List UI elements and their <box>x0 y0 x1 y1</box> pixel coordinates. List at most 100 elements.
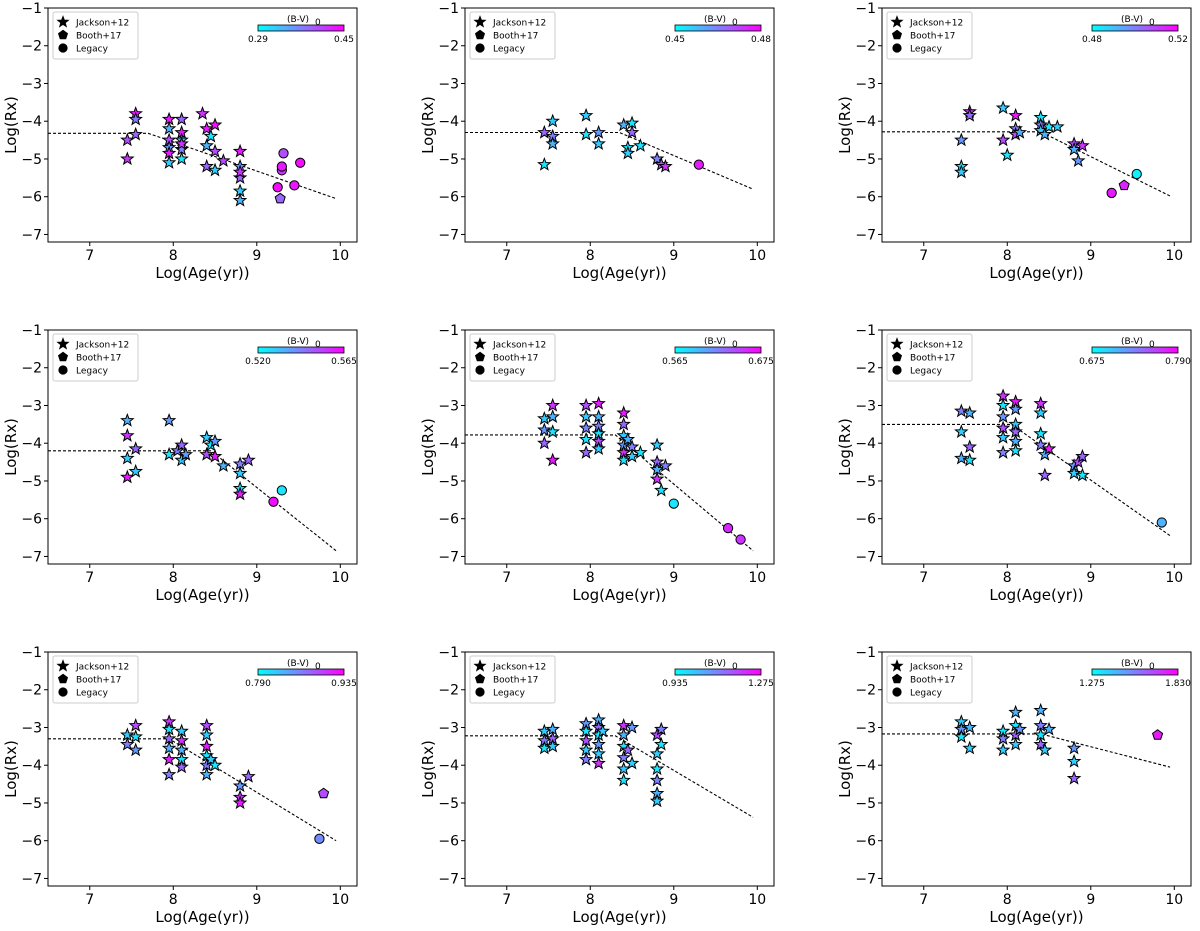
colorbar-max-label: 0.45 <box>334 35 354 45</box>
y-tick-label: −3 <box>21 720 42 736</box>
legend-marker-star <box>56 659 70 672</box>
x-tick-label: 9 <box>252 248 261 264</box>
y-tick-label: −2 <box>438 683 459 699</box>
y-tick-label: −5 <box>21 152 42 168</box>
fit-line <box>48 738 337 842</box>
data-point-star <box>1033 736 1048 751</box>
data-point-star <box>545 113 560 128</box>
legend-label: Legacy <box>76 689 109 699</box>
x-axis-label: Log(Age(yr)) <box>155 264 249 282</box>
legend-label: Booth+17 <box>493 676 538 686</box>
data-point-star <box>649 746 665 761</box>
data-point-circle <box>1156 517 1167 528</box>
data-point-star <box>1008 401 1023 416</box>
x-tick-label: 7 <box>85 892 94 908</box>
data-point-star <box>1033 426 1048 440</box>
data-point-star <box>232 164 248 179</box>
data-point-star <box>995 731 1011 745</box>
legend-marker-star <box>890 659 904 672</box>
legend-label: Booth+17 <box>493 354 538 364</box>
data-point-circle <box>722 522 734 534</box>
colorbar: (B-V) 0 0.29 0.45 <box>248 15 354 45</box>
fit-line <box>465 735 754 818</box>
colorbar-min-label: 0.565 <box>662 357 688 367</box>
x-tick-label: 9 <box>669 248 678 264</box>
data-point-star <box>616 761 631 776</box>
legend-label: Legacy <box>910 367 943 377</box>
data-point-circle <box>1106 187 1117 199</box>
data-point-star <box>1075 467 1090 482</box>
colorbar-min-label: 0.935 <box>662 679 688 689</box>
data-point-star <box>128 441 143 456</box>
fit-line <box>882 131 1171 197</box>
data-point-star <box>954 132 969 147</box>
x-tick-label: 10 <box>1165 892 1183 908</box>
colorbar-max-label: 0.675 <box>748 357 774 367</box>
data-point-star <box>232 778 248 793</box>
legend: Jackson+12 Booth+17 Legacy <box>469 655 556 704</box>
legend-marker-star <box>890 15 904 28</box>
data-point-star <box>962 719 977 734</box>
y-tick-label: −7 <box>21 549 42 565</box>
fit-line <box>465 131 754 190</box>
data-point-star <box>578 397 594 412</box>
x-axis-label: Log(Age(yr)) <box>989 586 1083 604</box>
x-tick-label: 7 <box>85 248 94 264</box>
data-points <box>537 107 704 173</box>
y-tick-label: −5 <box>438 796 459 812</box>
data-point-star <box>1008 107 1023 122</box>
data-point-star <box>232 486 248 501</box>
y-axis-label: Log(Rx) <box>419 96 437 154</box>
data-point-star <box>1066 740 1082 755</box>
data-point-star <box>232 170 248 185</box>
colorbar-title: (B-V) <box>704 15 726 25</box>
legend-label: Jackson+12 <box>75 663 129 673</box>
y-tick-label: −5 <box>855 152 876 168</box>
x-tick-label: 7 <box>919 892 928 908</box>
legend-label: Legacy <box>76 367 109 377</box>
data-point-star <box>545 397 560 412</box>
data-point-star <box>1008 443 1023 457</box>
data-point-star <box>624 755 640 770</box>
data-point-star <box>199 767 214 781</box>
data-point-star <box>537 411 552 425</box>
panel-2: 7 8 9 10 −7 −6 −5 −4 −3 −2 −1 Log(Age(yr)) Log(Rx) Ja… <box>419 1 775 282</box>
y-axis-label: Log(Rx) <box>836 418 854 476</box>
legend-label: Jackson+12 <box>75 341 129 351</box>
legend: Jackson+12 Booth+17 Legacy <box>52 655 139 704</box>
axes-frame <box>881 7 1192 243</box>
y-tick-label: −4 <box>438 114 459 130</box>
x-tick-label: 9 <box>1086 892 1095 908</box>
legend-marker-star <box>56 337 70 350</box>
y-tick-label: −2 <box>855 39 876 55</box>
data-point-star <box>207 757 223 772</box>
y-tick-label: −1 <box>855 323 876 339</box>
colorbar: (B-V) 0 0.790 0.935 <box>245 659 357 689</box>
x-tick-label: 10 <box>748 570 766 586</box>
x-tick-label: 8 <box>586 570 595 586</box>
data-points <box>537 395 746 545</box>
y-tick-label: −2 <box>21 683 42 699</box>
legend-marker-star <box>473 15 487 28</box>
colorbar-title-subscript: 0 <box>1149 662 1155 672</box>
y-axis-label: Log(Rx) <box>836 96 854 154</box>
legend-frame <box>52 333 139 382</box>
data-point-star <box>591 136 606 151</box>
data-point-star <box>1037 467 1053 482</box>
legend-marker-circle <box>892 365 902 375</box>
colorbar: (B-V) 0 1.275 1.830 <box>1079 659 1191 689</box>
y-tick-label: −1 <box>438 645 459 661</box>
legend: Jackson+12 Booth+17 Legacy <box>469 333 556 382</box>
y-tick-label: −3 <box>21 398 42 414</box>
data-point-star <box>207 162 223 177</box>
data-point-star <box>962 107 977 122</box>
y-tick-label: −2 <box>855 361 876 377</box>
legend-frame <box>52 655 139 704</box>
y-tick-label: −6 <box>855 190 876 206</box>
data-point-star <box>216 458 231 473</box>
y-tick-label: −1 <box>438 323 459 339</box>
x-axis-label: Log(Age(yr)) <box>572 586 666 604</box>
y-tick-label: −7 <box>438 227 459 243</box>
y-tick-label: −5 <box>438 152 459 168</box>
